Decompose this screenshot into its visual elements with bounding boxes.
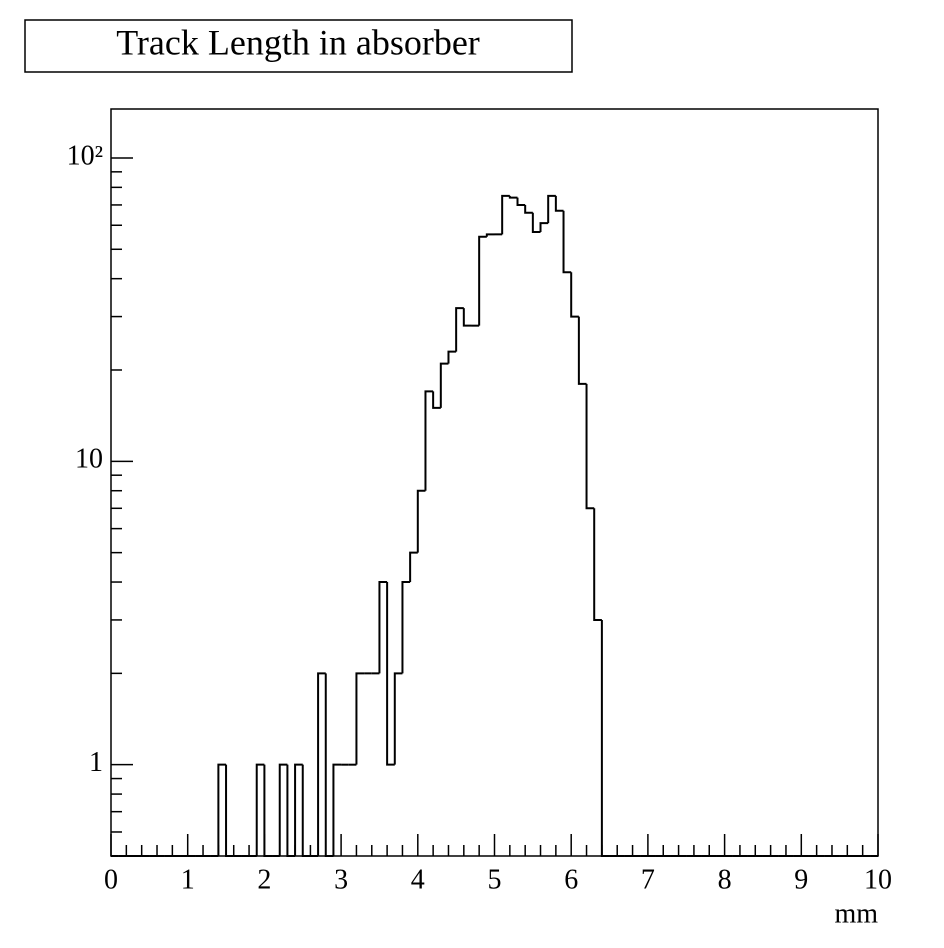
histogram-bin	[332, 763, 342, 856]
x-tick-label: 5	[488, 864, 502, 895]
histogram-bin	[217, 763, 227, 856]
histogram-bin	[255, 763, 265, 856]
histogram-bin	[409, 551, 418, 583]
histogram-bin	[554, 195, 564, 212]
x-tick-label: 9	[794, 864, 808, 895]
histogram-bin	[401, 581, 411, 674]
histogram-bin	[508, 195, 518, 199]
histogram-bin	[516, 197, 526, 206]
y-tick-label: 1	[89, 747, 103, 778]
histogram-bin	[501, 194, 510, 235]
histogram-bin	[378, 581, 388, 674]
histogram-bin	[324, 673, 334, 857]
chart-title: Track Length in absorber	[116, 22, 480, 62]
histogram-bin	[447, 350, 457, 364]
histogram-bin	[531, 212, 541, 234]
histogram-bin	[439, 362, 449, 408]
histogram-bin	[386, 582, 395, 766]
histogram-bin	[455, 307, 464, 352]
histogram-bin	[432, 391, 441, 409]
x-tick-label: 8	[718, 864, 732, 895]
histogram-bin	[424, 390, 434, 491]
x-tick-label: 7	[641, 864, 655, 895]
x-axis-label: mm	[834, 898, 878, 929]
histogram-bin	[585, 383, 595, 510]
y-tick-label: 10²	[67, 140, 103, 171]
histogram-bin	[278, 763, 288, 856]
x-tick-label: 0	[104, 864, 118, 895]
histogram-bin	[416, 489, 426, 553]
histogram-bin	[593, 508, 602, 621]
x-tick-label: 2	[257, 864, 271, 895]
x-tick-label: 4	[411, 864, 425, 895]
histogram-bin	[524, 204, 533, 214]
histogram-bin	[485, 233, 495, 237]
histogram-bin	[263, 764, 273, 857]
title-box	[24, 19, 573, 73]
histogram-bin	[355, 672, 365, 765]
histogram-bin	[393, 672, 403, 765]
plot-frame	[110, 108, 879, 857]
y-tick-label: 10	[75, 444, 103, 475]
histogram-bin	[539, 222, 549, 233]
histogram-bin	[225, 764, 234, 857]
histogram-bin	[562, 210, 572, 274]
x-tick-label: 3	[334, 864, 348, 895]
histogram-bin	[577, 316, 587, 385]
x-tick-label: 6	[564, 864, 578, 895]
histogram-bin	[294, 763, 303, 856]
histogram-bin	[462, 308, 472, 327]
x-tick-label: 1	[181, 864, 195, 895]
histogram-bin	[570, 272, 579, 318]
histogram-bin	[286, 764, 296, 857]
histogram-bin	[547, 194, 556, 224]
x-tick-label: 10	[864, 864, 892, 895]
histogram-bin	[301, 764, 311, 857]
histogram-bin	[478, 235, 487, 326]
histogram-bin	[317, 672, 326, 856]
histogram-bin	[600, 619, 610, 857]
